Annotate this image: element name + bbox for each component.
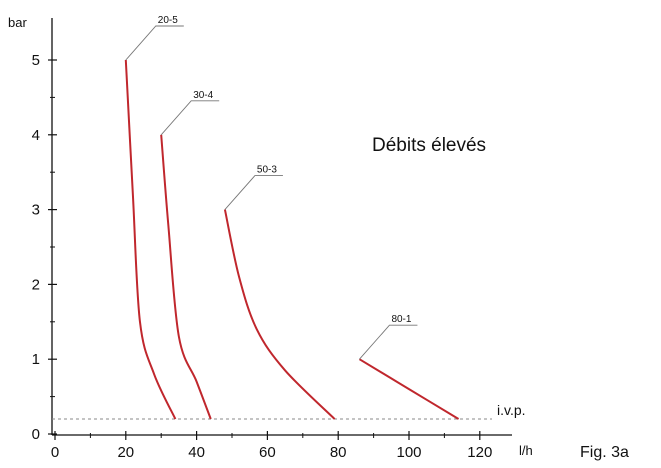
x-tick-label: 40 xyxy=(188,444,205,461)
series-line-50-3 xyxy=(223,209,336,420)
x-tick-label: 20 xyxy=(117,444,134,461)
x-tick-label: 100 xyxy=(396,444,421,461)
annotation-label: Débits élevés xyxy=(372,135,486,156)
x-ticks: 0 20 40 60 80 100 120 xyxy=(51,431,492,461)
x-axis-title: l/h xyxy=(519,443,533,458)
y-axis-title: bar xyxy=(8,15,27,30)
x-tick-label: 80 xyxy=(330,444,347,461)
y-tick-label: 0 xyxy=(32,426,40,443)
figure-label: Fig. 3a xyxy=(580,444,629,461)
series-label-30-4: 30-4 xyxy=(193,90,213,101)
y-tick-label: 2 xyxy=(32,276,40,293)
x-tick-label: 0 xyxy=(51,444,59,461)
y-tick-label: 3 xyxy=(32,202,40,219)
series-line-80-1 xyxy=(358,358,460,420)
series-label-50-3: 50-3 xyxy=(257,165,277,176)
series-label-80-1: 80-1 xyxy=(391,314,411,325)
y-tick-label: 4 xyxy=(32,127,40,144)
y-tick-label: 5 xyxy=(32,52,40,69)
y-tick-label: 1 xyxy=(32,351,40,368)
series-line-20-5 xyxy=(124,59,177,420)
series-callout-leader xyxy=(359,324,418,360)
y-ticks: 0 1 2 3 4 5 xyxy=(32,52,57,443)
x-tick-label: 60 xyxy=(259,444,276,461)
series-callout-leader xyxy=(125,25,184,61)
series-group: 20-5 30-4 50-3 80-1 xyxy=(124,15,460,420)
series-label-20-5: 20-5 xyxy=(158,15,178,26)
ivp-label: i.v.p. xyxy=(497,402,526,418)
series-callout-leader xyxy=(160,100,220,136)
series-callout-leader xyxy=(224,175,283,210)
series-line-30-4 xyxy=(160,134,212,420)
x-tick-label: 120 xyxy=(467,444,492,461)
axes: bar l/h xyxy=(8,15,533,458)
